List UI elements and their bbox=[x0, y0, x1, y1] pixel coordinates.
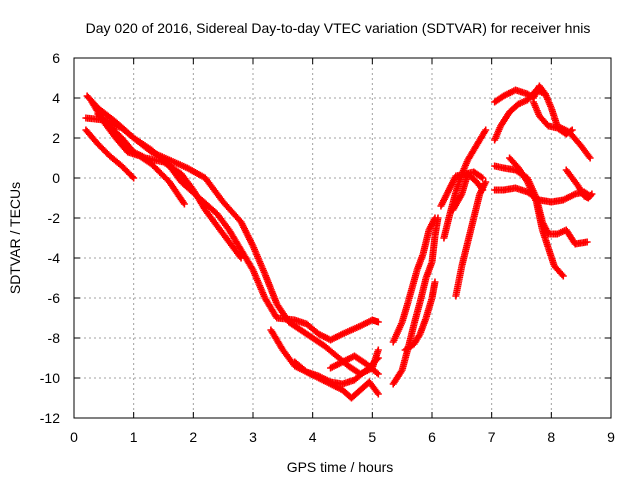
x-tick-label: 0 bbox=[70, 429, 78, 445]
x-tick-label: 4 bbox=[309, 429, 317, 445]
data-point bbox=[128, 173, 136, 181]
data-point bbox=[479, 174, 487, 182]
series-track-7 bbox=[291, 358, 382, 402]
x-tick-label: 1 bbox=[130, 429, 138, 445]
y-tick-label: -12 bbox=[40, 410, 60, 426]
x-tick-label: 7 bbox=[488, 429, 496, 445]
y-tick-label: -8 bbox=[48, 330, 61, 346]
data-point bbox=[482, 178, 490, 186]
data-point bbox=[130, 174, 138, 182]
x-tick-label: 6 bbox=[428, 429, 436, 445]
series-track-10 bbox=[389, 214, 439, 346]
y-tick-label: 4 bbox=[52, 90, 60, 106]
data-point bbox=[568, 126, 576, 134]
data-point bbox=[587, 191, 595, 199]
series-track-17 bbox=[491, 82, 594, 162]
y-tick-label: 2 bbox=[52, 130, 60, 146]
data-point bbox=[567, 127, 575, 135]
x-axis-label: GPS time / hours bbox=[287, 459, 394, 475]
data-point bbox=[374, 318, 382, 326]
data-point bbox=[374, 354, 382, 362]
x-tick-label: 2 bbox=[189, 429, 197, 445]
data-point bbox=[374, 346, 382, 354]
data-point bbox=[477, 173, 485, 181]
data-point bbox=[374, 390, 382, 398]
series-track-5 bbox=[94, 110, 245, 262]
data-point bbox=[237, 254, 245, 262]
y-tick-label: -4 bbox=[48, 250, 61, 266]
data-point bbox=[373, 389, 381, 396]
data-point bbox=[482, 126, 490, 134]
x-tick-label: 8 bbox=[547, 429, 555, 445]
x-tick-label: 3 bbox=[249, 429, 257, 445]
series-track-21 bbox=[506, 154, 567, 280]
data-point bbox=[479, 186, 487, 194]
series-track-8 bbox=[327, 352, 382, 378]
series-track-11 bbox=[401, 278, 439, 354]
data-point bbox=[586, 154, 594, 162]
data-point bbox=[180, 200, 188, 208]
data-points bbox=[82, 82, 596, 402]
y-tick-label: -2 bbox=[48, 210, 61, 226]
data-point bbox=[559, 272, 567, 280]
x-tick-labels: 0 1 2 3 4 5 6 7 8 9 bbox=[70, 429, 615, 445]
x-tick-label: 5 bbox=[368, 429, 376, 445]
series-track-18 bbox=[529, 98, 576, 138]
data-point bbox=[373, 355, 381, 363]
data-point bbox=[431, 278, 439, 286]
y-tick-label: 0 bbox=[52, 170, 60, 186]
series-track-3 bbox=[82, 126, 138, 182]
data-point bbox=[374, 370, 382, 378]
series-track-12 bbox=[440, 126, 490, 242]
y-tick-label: 6 bbox=[52, 50, 60, 66]
plot-frame bbox=[73, 57, 612, 419]
y-tick-labels: 6 4 2 0 -2 -4 -6 -8 -10 -12 bbox=[40, 50, 60, 426]
chart-title: Day 020 of 2016, Sidereal Day-to-day VTE… bbox=[86, 20, 591, 36]
data-point bbox=[588, 190, 596, 198]
y-tick-label: -10 bbox=[40, 370, 60, 386]
series-track-13 bbox=[437, 168, 487, 210]
x-tick-label: 9 bbox=[607, 429, 615, 445]
data-point bbox=[558, 271, 566, 279]
data-point bbox=[373, 369, 381, 377]
series-track-15 bbox=[449, 170, 487, 214]
series-track-14 bbox=[452, 178, 490, 300]
data-point bbox=[583, 238, 591, 246]
series-track-22 bbox=[562, 166, 596, 202]
y-axis-label: SDTVAR / TECUs bbox=[7, 182, 23, 294]
y-tick-label: -6 bbox=[48, 290, 61, 306]
data-point bbox=[431, 214, 439, 222]
data-point bbox=[585, 153, 593, 160]
